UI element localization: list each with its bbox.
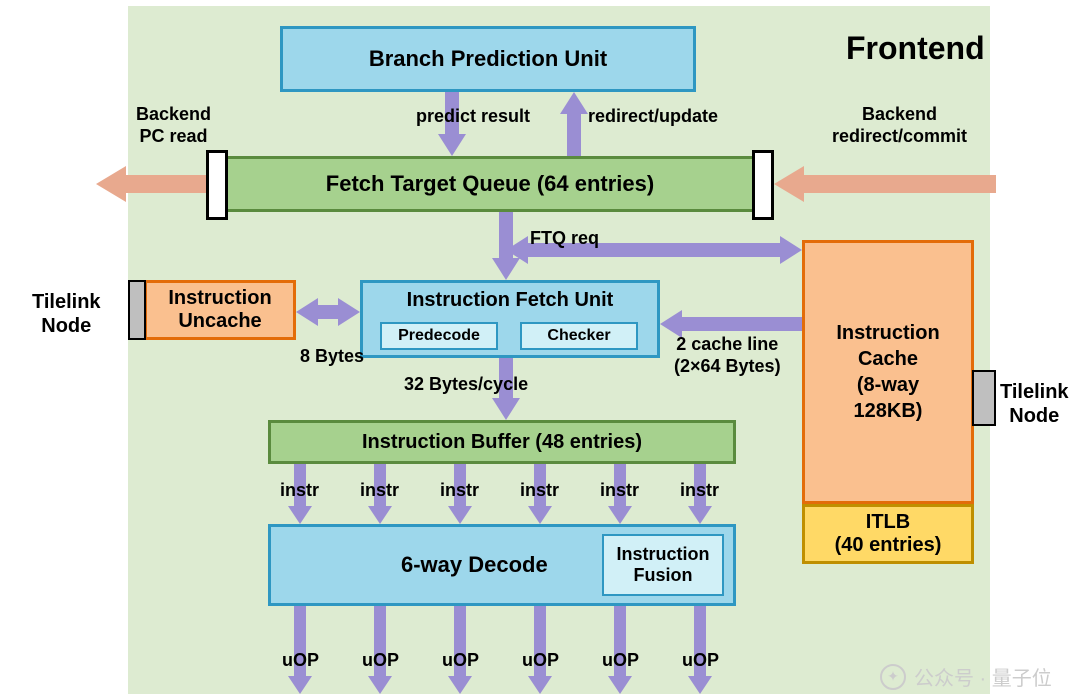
uncache-port (128, 280, 146, 340)
instruction-cache-box: Instruction Cache (8-way 128KB) (802, 240, 974, 504)
predecode-label: Predecode (398, 327, 480, 345)
label-redirect_update: redirect/update (588, 106, 718, 128)
ifu-label: Instruction Fetch Unit (363, 289, 657, 312)
label-backend_redir: Backend redirect/commit (832, 104, 967, 147)
label-instr4: instr (520, 480, 559, 502)
ibuf-label: Instruction Buffer (48 entries) (362, 431, 642, 454)
instruction-fusion-box: Instruction Fusion (602, 534, 724, 596)
label-instr1: instr (280, 480, 319, 502)
ftq-port-left (206, 150, 228, 220)
ftq-label: Fetch Target Queue (64 entries) (326, 171, 654, 197)
label-cacheline: 2 cache line (2×64 Bytes) (674, 334, 781, 377)
label-uop2: uOP (362, 650, 399, 672)
bpu-label: Branch Prediction Unit (369, 46, 607, 72)
watermark: ✦ 公众号 · 量子位 (880, 662, 1052, 691)
label-uop3: uOP (442, 650, 479, 672)
label-uop5: uOP (602, 650, 639, 672)
decode-label: 6-way Decode (401, 552, 548, 578)
label-uop4: uOP (522, 650, 559, 672)
fetch-target-queue-box: Fetch Target Queue (64 entries) (216, 156, 764, 212)
label-instr6: instr (680, 480, 719, 502)
wechat-icon: ✦ (880, 664, 906, 690)
frontend-title: Frontend (846, 30, 985, 67)
label-predict_result: predict result (416, 106, 530, 128)
fusion-label: Instruction Fusion (617, 544, 710, 586)
uncache-label: Instruction Uncache (168, 287, 271, 333)
label-backend_pc: Backend PC read (136, 104, 211, 147)
checker-label: Checker (547, 327, 610, 345)
ftq-port-right (752, 150, 774, 220)
label-instr2: instr (360, 480, 399, 502)
label-tilelink_right: Tilelink Node (1000, 380, 1069, 428)
checker-box: Checker (520, 322, 638, 350)
label-bytes32: 32 Bytes/cycle (404, 374, 528, 396)
label-uop1: uOP (282, 650, 319, 672)
instruction-buffer-box: Instruction Buffer (48 entries) (268, 420, 736, 464)
itlb-box: ITLB (40 entries) (802, 504, 974, 564)
icache-label: Instruction Cache (8-way 128KB) (836, 320, 939, 424)
branch-prediction-unit-box: Branch Prediction Unit (280, 26, 696, 92)
label-tilelink_left: Tilelink Node (32, 290, 101, 338)
label-uop6: uOP (682, 650, 719, 672)
icache-port (972, 370, 996, 426)
label-ftq_req: FTQ req (530, 228, 599, 250)
itlb-label: ITLB (40 entries) (835, 511, 942, 557)
predecode-box: Predecode (380, 322, 498, 350)
label-instr3: instr (440, 480, 479, 502)
instruction-uncache-box: Instruction Uncache (144, 280, 296, 340)
label-instr5: instr (600, 480, 639, 502)
label-bytes8: 8 Bytes (300, 346, 364, 368)
watermark-text: 公众号 · 量子位 (914, 662, 1052, 691)
